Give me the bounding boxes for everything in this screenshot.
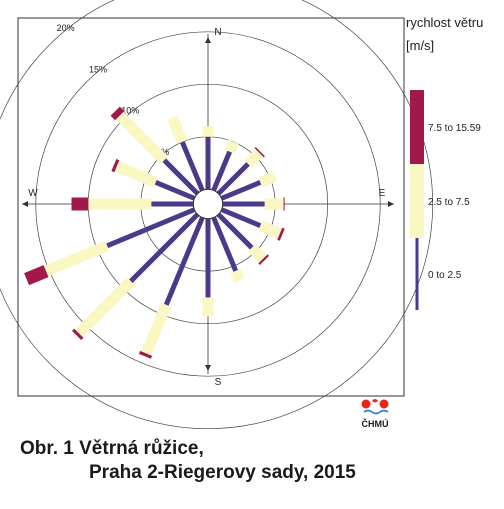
- bar-sw-0: [129, 212, 200, 283]
- chmu-logo: ČHMÚ: [361, 399, 389, 429]
- bar-nnw-0: [179, 140, 205, 192]
- axis-arrow-0: [205, 37, 211, 43]
- bar-ne-1: [244, 148, 264, 168]
- bar-ssw-1: [141, 302, 172, 356]
- bar-se-0: [216, 212, 254, 250]
- bar-ssw-2: [138, 350, 153, 359]
- bar-se-1: [247, 243, 267, 263]
- bar-nne-1: [224, 139, 239, 154]
- bar-nw-0: [162, 158, 200, 196]
- legend-layer: 7.5 to 15.59 2.5 to 7.5 0 to 2.5: [410, 90, 481, 310]
- bar-e-2: [283, 197, 285, 211]
- bar-w-0: [151, 201, 194, 207]
- bar-w-1: [88, 198, 152, 210]
- bar-wsw-0: [106, 207, 196, 249]
- bar-sw-2: [71, 328, 84, 341]
- bar-nw-1: [115, 111, 169, 165]
- bar-wnw-0: [154, 179, 196, 201]
- axis-arrow-3: [388, 201, 394, 207]
- ring-label-10: 10%: [121, 106, 139, 116]
- bar-ese-2: [277, 227, 285, 241]
- bar-sse-0: [211, 216, 239, 272]
- bar-nw-2: [110, 106, 125, 121]
- bars-layer: [24, 106, 285, 359]
- ring-20: [0, 0, 433, 429]
- bar-sse-1: [230, 268, 245, 283]
- caption-line1: Obr. 1 Větrná růžice,: [20, 438, 204, 459]
- bar-ese-1: [258, 220, 282, 239]
- bar-wnw-1: [114, 161, 158, 188]
- bar-s-1: [202, 297, 214, 317]
- legend-title-line1: rychlost větru: [406, 15, 483, 30]
- bar-wsw-2: [24, 265, 49, 286]
- bar-wnw-2: [111, 159, 120, 173]
- bar-ene-0: [220, 179, 262, 201]
- bar-nne-0: [211, 150, 233, 192]
- bar-sw-1: [74, 277, 135, 338]
- legend-title-line2: [m/s]: [406, 38, 434, 53]
- bar-ne-0: [216, 162, 250, 196]
- caption-line2: Praha 2-Riegerovy sady, 2015: [89, 462, 356, 483]
- axis-arrow-2: [22, 201, 28, 207]
- compass-label-w: W: [28, 188, 38, 199]
- logo-text: ČHMÚ: [362, 418, 389, 429]
- legend-swatch-2: [410, 90, 424, 164]
- bar-ese-0: [220, 207, 262, 229]
- ring-label-20: 20%: [57, 23, 75, 33]
- bar-ssw-0: [163, 216, 205, 306]
- compass-label-n: N: [214, 27, 221, 38]
- bar-ene-1: [258, 171, 278, 188]
- bar-s-0: [205, 218, 211, 298]
- bar-n-1: [202, 126, 214, 137]
- bar-e-1: [264, 198, 284, 210]
- legend-swatch-0: [415, 238, 419, 310]
- bar-nnw-1: [167, 115, 188, 145]
- legend-label-0: 0 to 2.5: [428, 270, 462, 281]
- bar-n-0: [205, 136, 211, 190]
- legend-label-2: 7.5 to 15.59: [428, 123, 481, 134]
- ring-label-15: 15%: [89, 64, 107, 74]
- compass-label-s: S: [215, 377, 222, 388]
- bar-se-2: [258, 254, 270, 266]
- bar-ne-2: [254, 147, 265, 158]
- bar-w-2: [71, 197, 89, 211]
- compass-label-e: E: [379, 188, 386, 199]
- legend-label-1: 2.5 to 7.5: [428, 197, 470, 208]
- bar-e-0: [222, 201, 265, 207]
- calm-circle: [192, 188, 224, 220]
- legend-swatch-1: [410, 164, 424, 238]
- bar-wsw-1: [43, 240, 110, 277]
- axis-arrow-1: [205, 365, 211, 371]
